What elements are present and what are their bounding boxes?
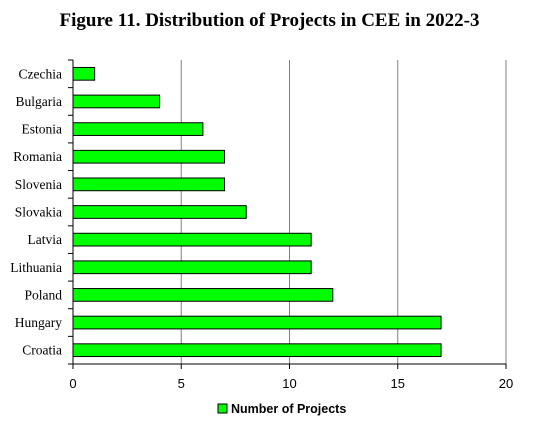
x-tick-label: 15 xyxy=(391,376,405,391)
bar-czechia xyxy=(72,66,96,81)
bar-latvia xyxy=(72,232,312,247)
category-label: Lithuania xyxy=(10,260,62,275)
x-tick-label: 20 xyxy=(499,376,513,391)
legend: Number of Projects xyxy=(217,402,346,416)
bar-slovakia xyxy=(72,205,247,219)
legend-swatch xyxy=(217,403,228,414)
bar-bulgaria xyxy=(72,94,161,109)
bar-romania xyxy=(72,149,226,164)
category-label: Bulgaria xyxy=(16,94,63,109)
x-tick-labels: 0 5 10 15 20 xyxy=(69,376,513,391)
category-label: Slovenia xyxy=(15,177,62,192)
bar-estonia xyxy=(72,122,204,136)
bars xyxy=(72,66,442,358)
bar-poland xyxy=(72,288,334,302)
x-tick-label: 0 xyxy=(69,376,76,391)
category-labels: Czechia Bulgaria Estonia Romania Slovenia Slo… xyxy=(10,66,62,357)
chart-title: Figure 11. Distribution of Projects in C… xyxy=(59,10,480,31)
axes xyxy=(68,59,507,369)
bar-croatia xyxy=(72,343,442,358)
category-label: Hungary xyxy=(15,315,62,330)
x-tick-label: 10 xyxy=(282,376,296,391)
category-label: Croatia xyxy=(22,343,62,358)
category-label: Latvia xyxy=(28,232,62,247)
category-label: Slovakia xyxy=(15,205,62,220)
bar-slovenia xyxy=(72,177,226,192)
legend-label: Number of Projects xyxy=(231,402,346,416)
bar-lithuania xyxy=(72,260,312,275)
category-label: Poland xyxy=(24,287,62,302)
bar-hungary xyxy=(72,315,442,330)
x-tick-label: 5 xyxy=(178,376,185,391)
category-label: Estonia xyxy=(22,122,63,137)
category-label: Romania xyxy=(13,149,62,164)
category-label: Czechia xyxy=(19,66,62,81)
